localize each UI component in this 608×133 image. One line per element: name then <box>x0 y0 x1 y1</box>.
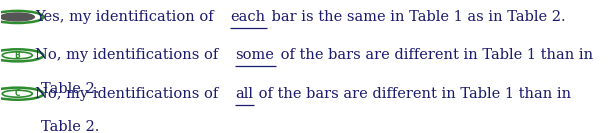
Text: each: each <box>230 10 265 24</box>
Text: of the bars are different in Table 1 than in: of the bars are different in Table 1 tha… <box>254 87 572 101</box>
Text: No, my identifications of: No, my identifications of <box>35 87 223 101</box>
Text: C: C <box>15 89 20 98</box>
Text: some: some <box>235 48 274 62</box>
Text: No, my identifications of: No, my identifications of <box>35 48 223 62</box>
Text: of the bars are different in Table 1 than in: of the bars are different in Table 1 tha… <box>277 48 593 62</box>
Text: bar is the same in Table 1 as in Table 2.: bar is the same in Table 1 as in Table 2… <box>268 10 566 24</box>
Text: all: all <box>235 87 253 101</box>
Text: Table 2.: Table 2. <box>41 82 99 96</box>
Text: Table 2.: Table 2. <box>41 120 99 133</box>
Circle shape <box>0 13 34 21</box>
Text: B: B <box>15 51 20 60</box>
Text: Yes, my identification of: Yes, my identification of <box>35 10 218 24</box>
